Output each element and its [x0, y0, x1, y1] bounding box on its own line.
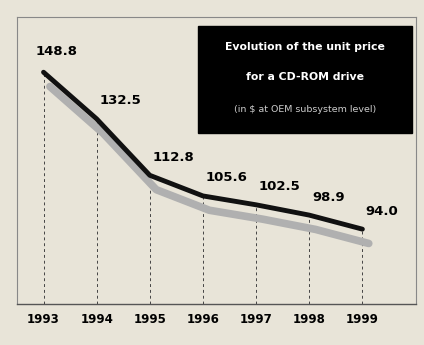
Text: 94.0: 94.0 — [365, 205, 398, 218]
Text: 148.8: 148.8 — [36, 45, 78, 58]
FancyBboxPatch shape — [198, 26, 412, 133]
Text: (in $ at OEM subsystem level): (in $ at OEM subsystem level) — [234, 105, 376, 114]
Text: 132.5: 132.5 — [99, 95, 141, 107]
Text: 98.9: 98.9 — [312, 191, 345, 204]
Text: 112.8: 112.8 — [153, 151, 194, 164]
Text: 102.5: 102.5 — [259, 180, 301, 193]
Text: Evolution of the unit price: Evolution of the unit price — [225, 42, 385, 52]
Text: for a CD-ROM drive: for a CD-ROM drive — [246, 72, 364, 82]
Text: 105.6: 105.6 — [206, 171, 248, 185]
